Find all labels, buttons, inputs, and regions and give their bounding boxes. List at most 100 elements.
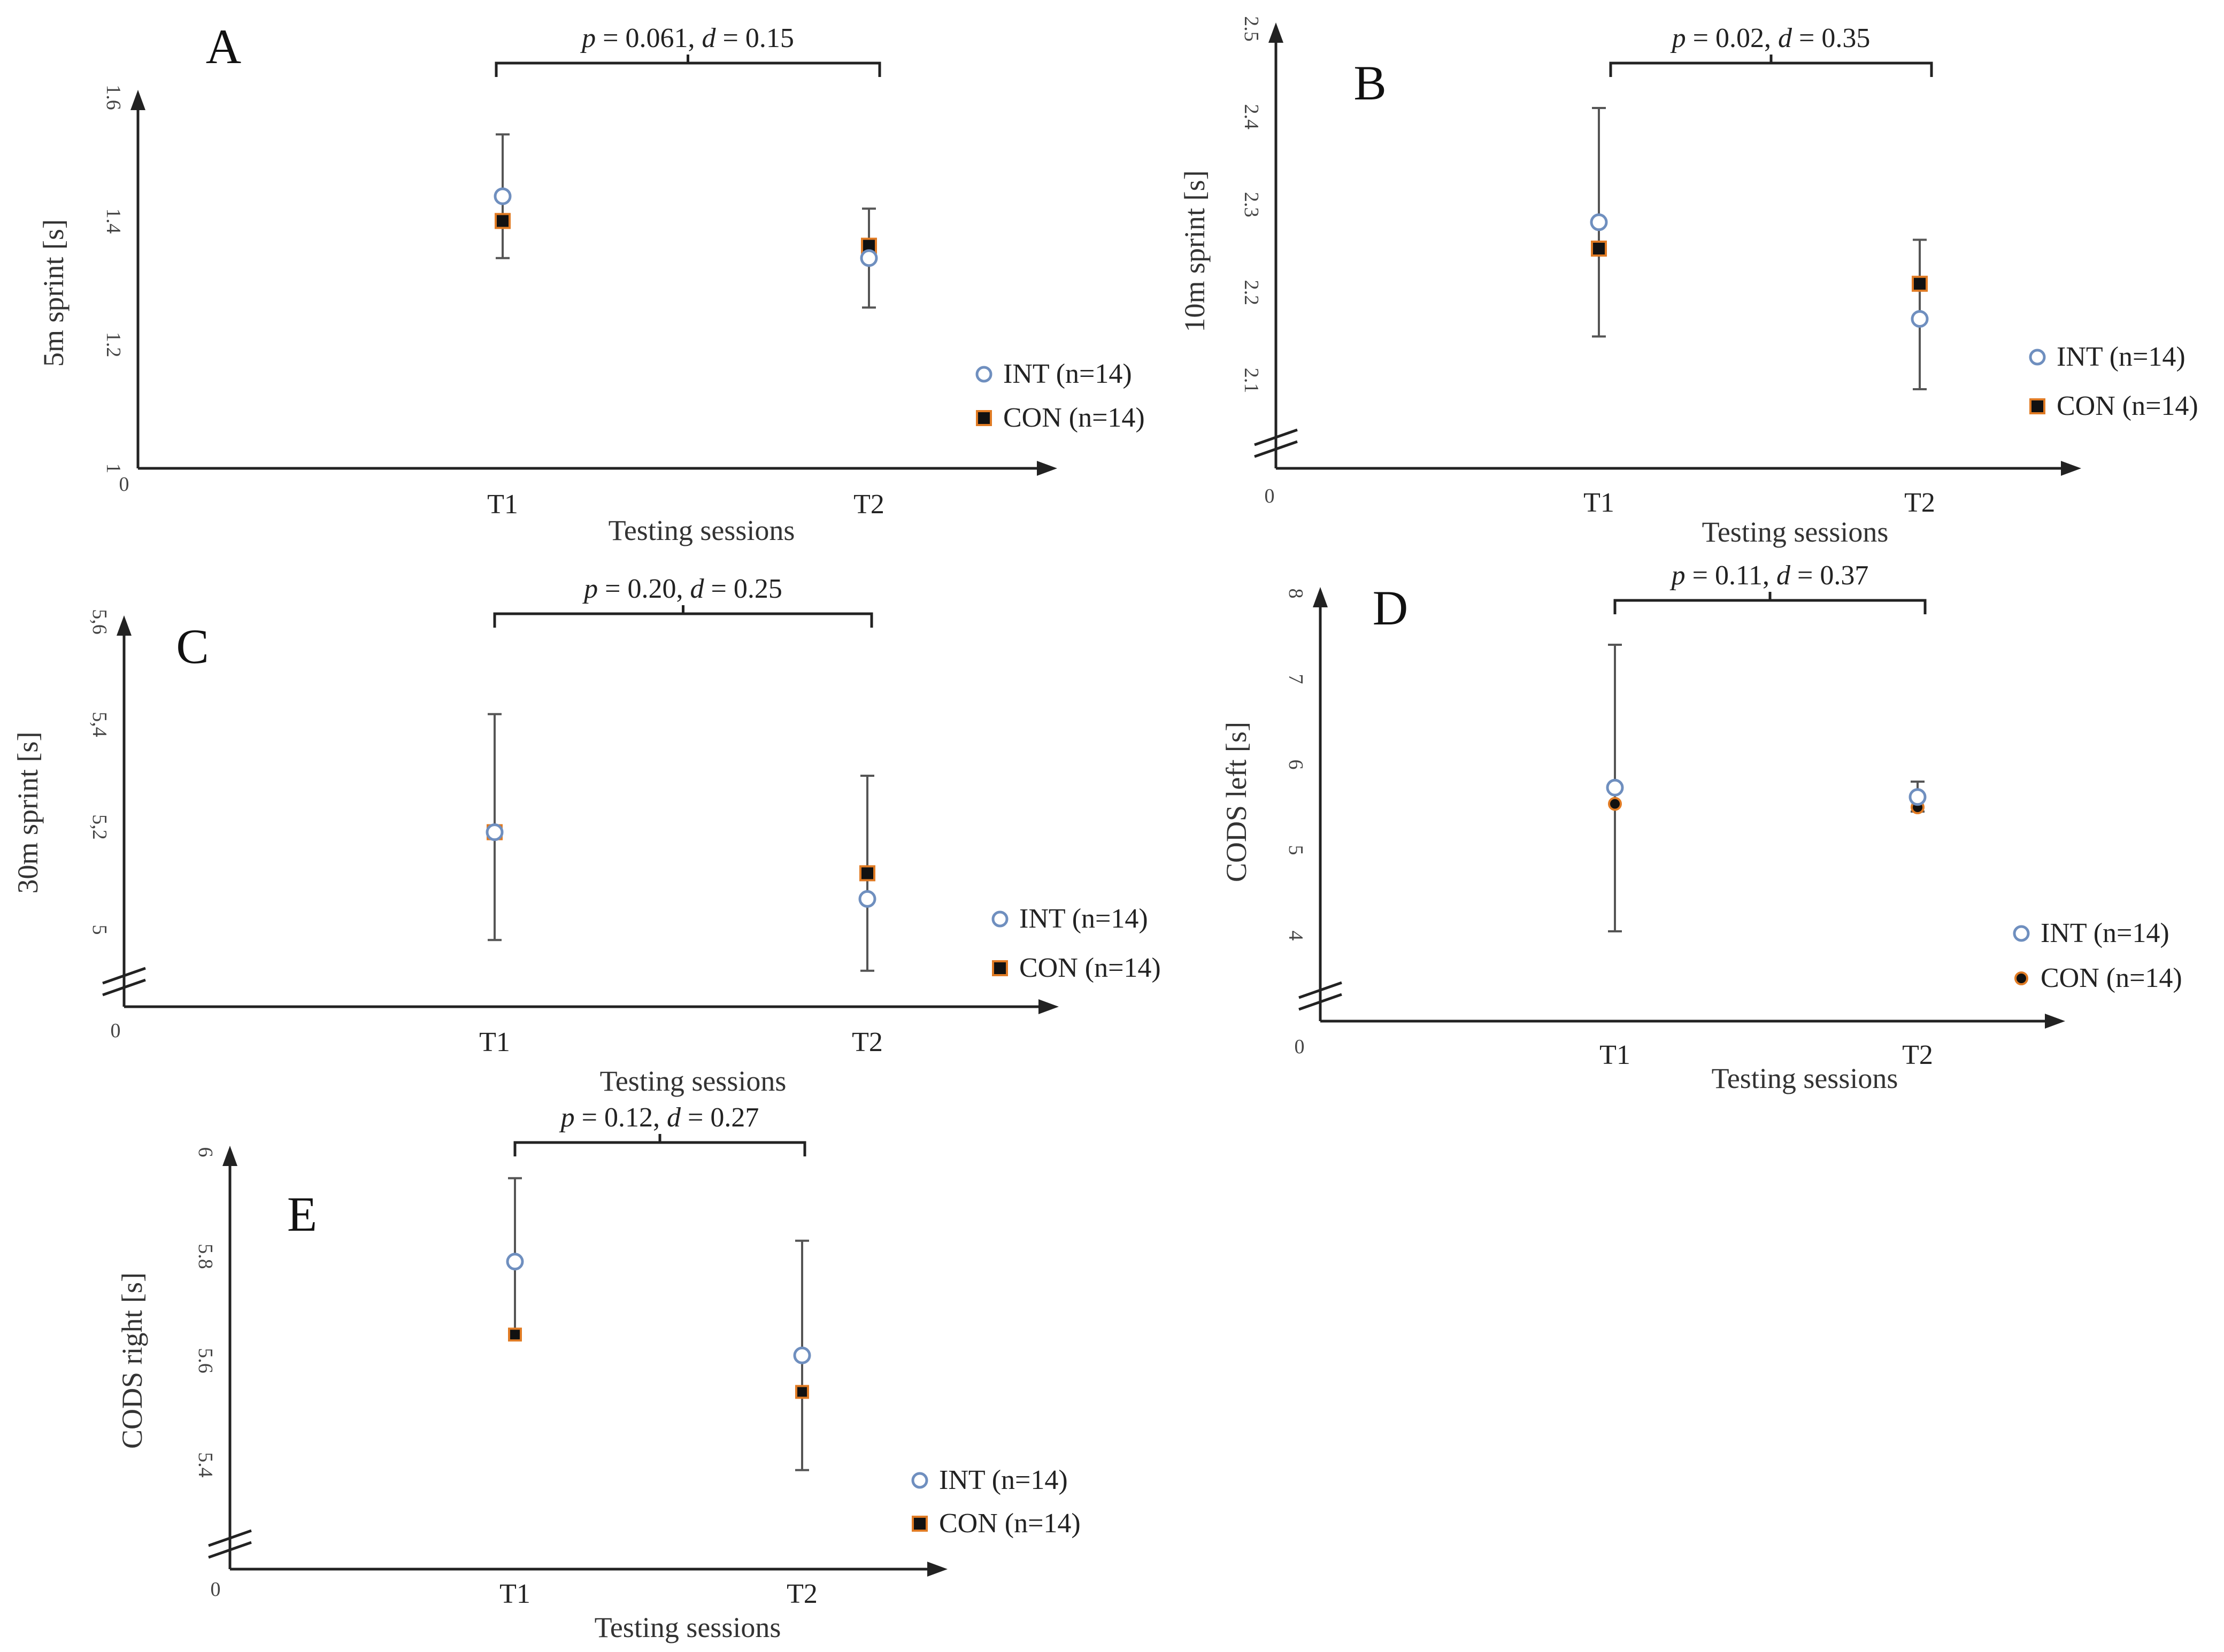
x-axis-arrow [1038,999,1059,1014]
int-point [793,1346,811,1364]
legend-con-marker [992,960,1008,976]
p-label: p [580,23,596,53]
d-label: d [1776,560,1791,591]
d-value: = 0.37 [1790,560,1868,591]
y-tick-label: 5,4 [88,712,111,737]
x-axis-label: Testing sessions [1702,516,1889,548]
y-axis-arrow [1313,587,1328,607]
legend-int-marker [991,910,1009,928]
y-tick-label: 2.1 [1240,368,1263,393]
axis-break [208,1529,252,1559]
con-point [495,213,511,229]
bracket-line [513,1134,806,1156]
int-point [858,890,876,908]
y-tick-label: 4 [1284,931,1307,941]
x-tick-label: T1 [1583,488,1614,518]
axis-break-line [1298,993,1342,1011]
axis-break [1298,981,1342,1011]
p-value: = 0.061, [596,23,695,53]
int-point [1606,778,1624,797]
origin-label: 0 [211,1578,221,1601]
panel-a: 1 1.2 1.4 1.6 0 T1 T2 Testing sessions 5m sprint… [37,19,1145,546]
legend-int-label: INT (n=14) [2041,918,2169,948]
p-value: = 0.12, [575,1102,660,1133]
p-value: = 0.20, [598,574,683,604]
legend-con-label: CON (n=14) [1019,953,1161,983]
x-tick-label: T1 [487,489,518,520]
con-point [1912,275,1928,292]
origin-label: 0 [1295,1036,1305,1058]
p-label: p [1669,560,1686,591]
bracket-line [495,55,881,77]
x-tick-label: T2 [1904,488,1935,518]
significance-bracket: p = 0.20, d = 0.25 [493,574,873,628]
y-axis-label: CODS right [s] [116,1272,148,1449]
p-label: p [559,1102,575,1133]
legend-int-marker [911,1472,928,1489]
panel-label: D [1373,581,1408,635]
stats-annotation: p = 0.11, d = 0.37 [1669,560,1869,591]
axis-break-line [1298,981,1342,999]
legend-con-label: CON (n=14) [2041,963,2182,993]
legend-con-label: CON (n=14) [1003,403,1145,433]
x-axis-arrow [1037,461,1057,476]
y-tick-label: 2.3 [1240,192,1263,218]
x-axis-label: Testing sessions [609,514,795,546]
origin-label: 0 [111,1020,121,1042]
x-tick-label: T2 [853,489,884,520]
x-axis-arrow [927,1562,948,1577]
legend-int-label: INT (n=14) [1019,904,1148,934]
x-tick-label: T1 [479,1027,510,1057]
int-point [486,823,504,842]
panel-label: B [1353,56,1386,110]
y-tick-label: 6 [1284,760,1307,770]
y-tick-label: 5 [88,925,111,935]
y-tick-label: 2.5 [1240,16,1263,42]
p-value: = 0.11, [1686,560,1769,591]
legend-con-label: CON (n=14) [939,1508,1081,1539]
x-axis-label: Testing sessions [1712,1062,1898,1094]
y-tick-label: 5 [1284,845,1307,855]
y-tick-label: 1.4 [102,209,125,234]
int-point [860,249,878,267]
d-label: d [667,1102,681,1133]
spacer [683,574,690,604]
y-tick-label: 5,2 [88,814,111,840]
legend: INT (n=14) CON (n=14) [2013,918,2182,993]
d-label: d [702,23,717,53]
panel-label: C [176,619,209,674]
spacer [660,1102,667,1133]
panel-b: 2.1 2.2 2.3 2.4 2.5 0 T1 T2 Testing sessions 10m … [1179,16,2198,548]
y-axis-arrow [222,1146,237,1166]
x-tick-label: T1 [499,1579,530,1609]
bracket-line [1609,55,1933,77]
int-point [1590,213,1608,231]
y-tick-label: 1.6 [102,84,125,110]
significance-bracket: p = 0.061, d = 0.15 [495,23,881,77]
panel-c: 5 5,2 5,4 5,6 0 T1 T2 Testing sessions 30m sprin… [12,574,1161,1097]
p-label: p [1670,23,1686,53]
x-tick-label: T2 [1902,1040,1933,1070]
int-point [506,1253,524,1271]
legend-int-label: INT (n=14) [1003,359,1132,389]
bracket-line [493,605,873,628]
y-axis-arrow [130,90,145,110]
y-tick-label: 7 [1284,674,1307,684]
stats-annotation: p = 0.02, d = 0.35 [1670,23,1871,53]
spacer [695,23,702,53]
y-tick-label: 5,6 [88,609,111,635]
legend-int-marker [2013,925,2030,942]
x-tick-label: T2 [787,1579,818,1609]
axis-break-line [1254,428,1298,446]
legend-int-marker [2029,349,2046,366]
legend-int-label: INT (n=14) [939,1465,1068,1495]
y-tick-label: 8 [1284,589,1307,599]
stats-annotation: p = 0.12, d = 0.27 [559,1102,759,1133]
legend-con-label: CON (n=14) [2057,391,2198,421]
legend-con-marker [976,410,992,426]
axis-break-line [208,1529,252,1547]
legend: INT (n=14) CON (n=14) [2029,342,2198,421]
y-tick-label: 2.4 [1240,104,1263,130]
con-point [1591,241,1607,257]
